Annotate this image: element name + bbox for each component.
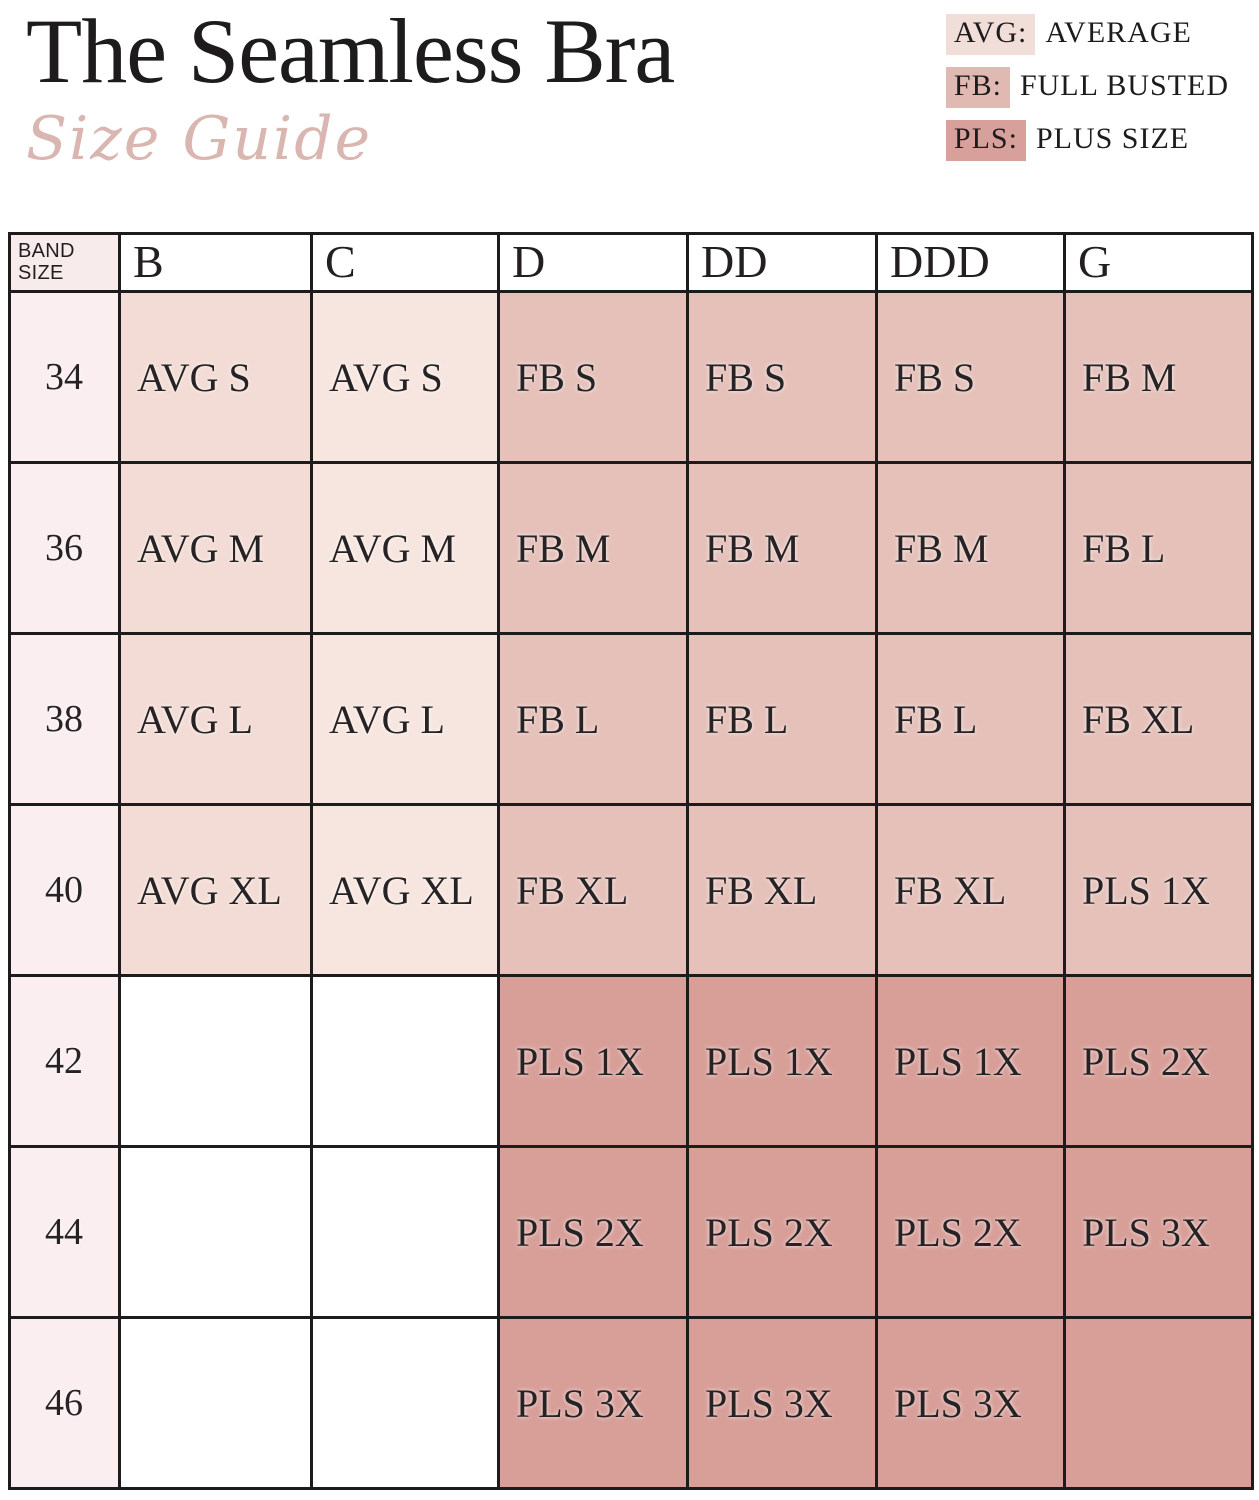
size-table-body: 34 AVG S AVG S FB S FB S FB S FB M 36 AVG M AVG M…	[8, 290, 1254, 1490]
size-cell: FB S	[686, 290, 878, 464]
size-cell	[310, 1145, 500, 1319]
size-cell: AVG XL	[118, 803, 313, 977]
legend-label: FULL BUSTED	[1019, 69, 1229, 102]
size-cell: FB XL	[497, 803, 689, 977]
size-cell: FB L	[497, 632, 689, 806]
corner-header-band-size: BAND SIZE	[8, 232, 121, 293]
title-block: The Seamless Bra Size Guide	[26, 0, 675, 175]
legend: AVG: AVERAGE FB: FULL BUSTED PLS: PLUS SIZE	[945, 6, 1229, 173]
legend-swatch: AVG:	[945, 14, 1036, 55]
size-guide-table: BAND SIZE B C D DD DDD G 34 AVG S AVG S FB …	[8, 232, 1254, 1490]
size-cell: PLS 1X	[875, 974, 1066, 1148]
size-cell: AVG M	[310, 461, 500, 635]
size-cell: AVG S	[118, 290, 313, 464]
column-header-dd: DD	[686, 232, 878, 293]
size-cell	[1063, 1316, 1254, 1490]
column-header-c: C	[310, 232, 500, 293]
size-cell: PLS 1X	[497, 974, 689, 1148]
size-cell: AVG M	[118, 461, 313, 635]
table-row: 46 PLS 3X PLS 3X PLS 3X	[8, 1316, 1254, 1490]
size-cell: AVG L	[310, 632, 500, 806]
band-size-cell: 46	[8, 1316, 121, 1490]
column-header-b: B	[118, 232, 313, 293]
band-size-cell: 36	[8, 461, 121, 635]
size-cell: FB M	[1063, 290, 1254, 464]
size-cell: FB M	[686, 461, 878, 635]
band-size-cell: 40	[8, 803, 121, 977]
size-cell: PLS 2X	[686, 1145, 878, 1319]
legend-label: AVERAGE	[1045, 16, 1192, 49]
size-cell	[118, 1316, 313, 1490]
header-row: BAND SIZE B C D DD DDD G	[8, 232, 1254, 293]
size-cell: FB S	[875, 290, 1066, 464]
legend-swatch: FB:	[945, 67, 1010, 108]
band-size-cell: 34	[8, 290, 121, 464]
size-cell: PLS 1X	[1063, 803, 1254, 977]
size-cell: FB M	[875, 461, 1066, 635]
legend-label: PLUS SIZE	[1035, 122, 1190, 155]
legend-swatch: PLS:	[945, 120, 1026, 161]
page-subtitle: Size Guide	[26, 104, 373, 175]
size-cell: AVG S	[310, 290, 500, 464]
header: The Seamless Bra Size Guide AVG: AVERAGE F…	[0, 0, 1259, 232]
size-cell: PLS 3X	[686, 1316, 878, 1490]
size-cell: FB M	[497, 461, 689, 635]
size-cell	[118, 974, 313, 1148]
legend-item: AVG: AVERAGE	[945, 14, 1229, 55]
size-cell: PLS 3X	[875, 1316, 1066, 1490]
size-cell: FB L	[1063, 461, 1254, 635]
band-size-cell: 44	[8, 1145, 121, 1319]
size-cell	[310, 1316, 500, 1490]
legend-item: FB: FULL BUSTED	[945, 67, 1229, 108]
column-header-g: G	[1063, 232, 1254, 293]
table-row: 42 PLS 1X PLS 1X PLS 1X PLS 2X	[8, 974, 1254, 1148]
column-header-d: D	[497, 232, 689, 293]
size-cell: PLS 2X	[875, 1145, 1066, 1319]
band-size-cell: 38	[8, 632, 121, 806]
size-cell: AVG XL	[310, 803, 500, 977]
legend-item: PLS: PLUS SIZE	[945, 120, 1229, 161]
page-title: The Seamless Bra	[26, 0, 675, 102]
size-cell: FB XL	[875, 803, 1066, 977]
column-header-ddd: DDD	[875, 232, 1066, 293]
size-cell	[118, 1145, 313, 1319]
size-cell: PLS 3X	[497, 1316, 689, 1490]
size-cell: FB XL	[686, 803, 878, 977]
size-cell: PLS 2X	[1063, 974, 1254, 1148]
table-row: 34 AVG S AVG S FB S FB S FB S FB M	[8, 290, 1254, 464]
table-row: 36 AVG M AVG M FB M FB M FB M FB L	[8, 461, 1254, 635]
size-cell: PLS 3X	[1063, 1145, 1254, 1319]
band-size-cell: 42	[8, 974, 121, 1148]
table-row: 44 PLS 2X PLS 2X PLS 2X PLS 3X	[8, 1145, 1254, 1319]
size-cell: AVG L	[118, 632, 313, 806]
size-cell: FB XL	[1063, 632, 1254, 806]
table-row: 40 AVG XL AVG XL FB XL FB XL FB XL PLS 1X	[8, 803, 1254, 977]
size-cell: PLS 2X	[497, 1145, 689, 1319]
size-cell: FB L	[686, 632, 878, 806]
size-cell: PLS 1X	[686, 974, 878, 1148]
table-row: 38 AVG L AVG L FB L FB L FB L FB XL	[8, 632, 1254, 806]
size-cell: FB L	[875, 632, 1066, 806]
size-cell	[310, 974, 500, 1148]
size-cell: FB S	[497, 290, 689, 464]
